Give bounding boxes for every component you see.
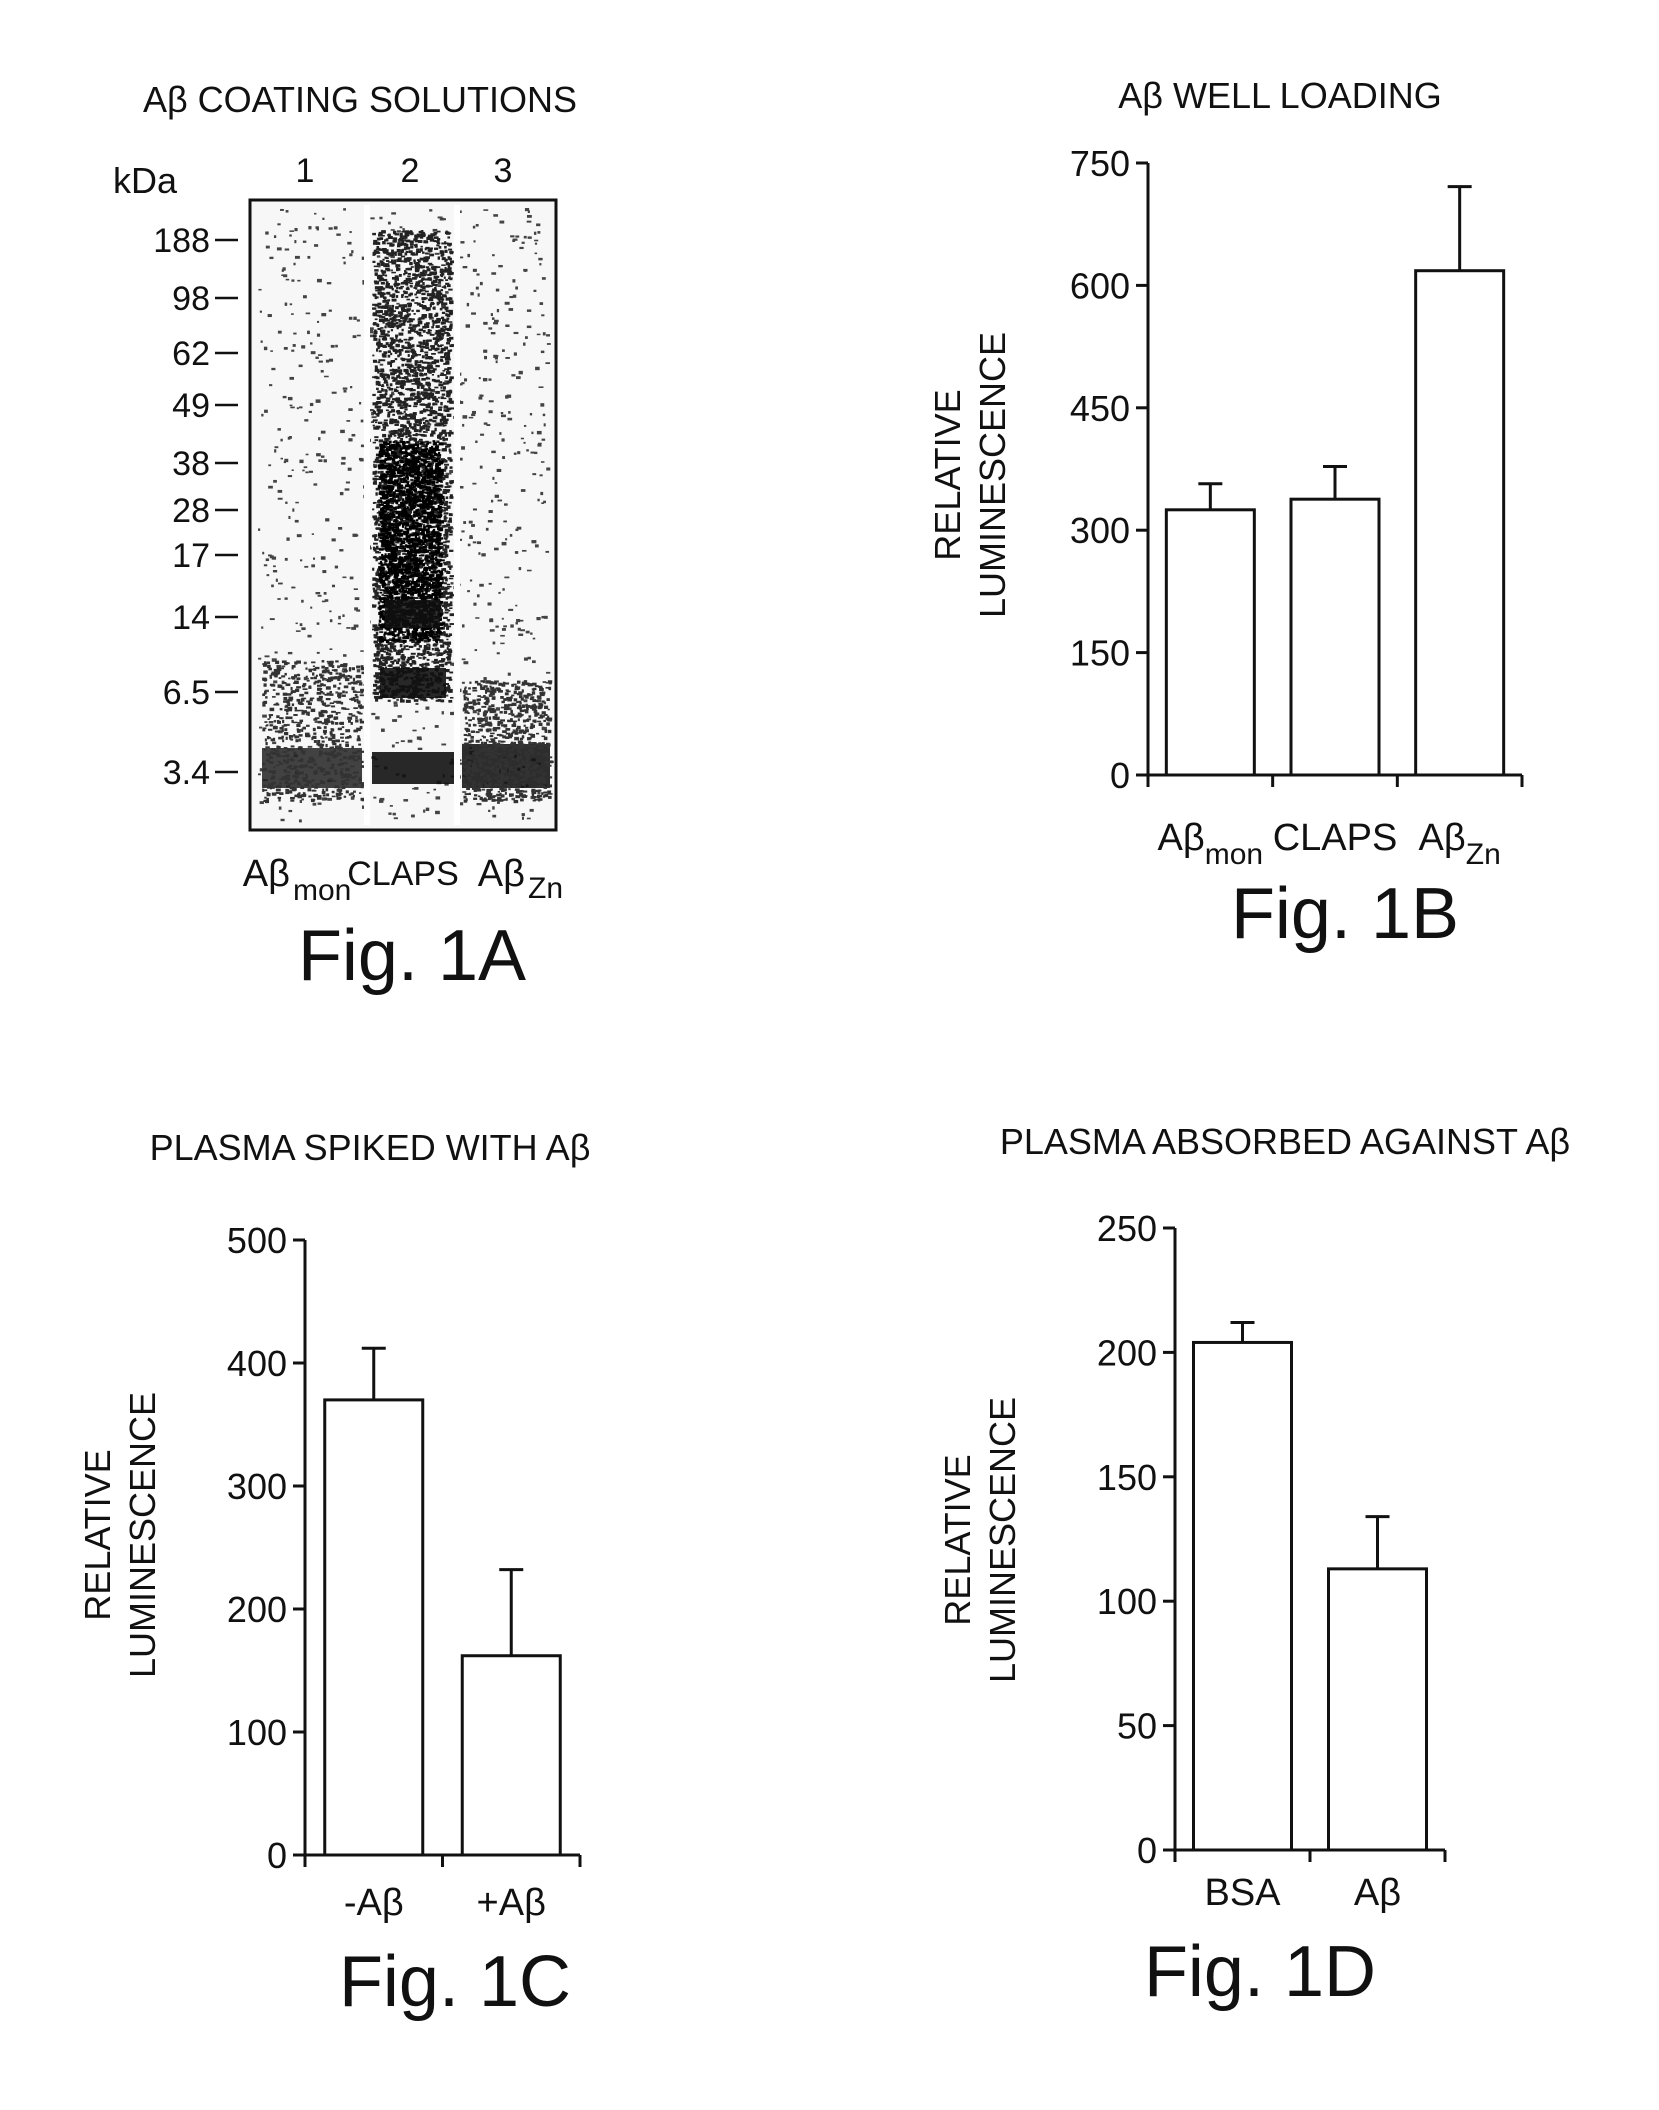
marker-label: 17 — [172, 537, 210, 575]
y-tick-label: 0 — [1137, 1830, 1157, 1871]
marker-label: 14 — [172, 599, 210, 637]
bar — [1416, 271, 1504, 775]
chart-title: Aβ WELL LOADING — [1118, 75, 1441, 116]
x-tick-label: +Aβ — [477, 1882, 546, 1924]
y-tick-label: 250 — [1097, 1208, 1157, 1249]
y-tick-label: 200 — [227, 1589, 287, 1630]
x-tick-label: -Aβ — [344, 1882, 404, 1924]
marker-label: 62 — [172, 335, 210, 373]
lane-number: 3 — [494, 152, 513, 190]
plot-area: 0 100 200 300 400 500 -Aβ +Aβ — [227, 1220, 580, 1924]
y-axis-label: RELATIVE — [927, 389, 968, 560]
marker-label: 188 — [153, 222, 210, 260]
plot-area: 0 50 100 150 200 250 BSA Aβ — [1097, 1208, 1445, 1914]
bar — [1166, 510, 1254, 775]
y-axis-label: RELATIVE — [77, 1449, 118, 1620]
y-tick-label: 0 — [267, 1835, 287, 1876]
bar — [1291, 499, 1379, 775]
lane-label-zn-sub: Zn — [528, 872, 563, 905]
y-tick-label: 300 — [1070, 510, 1130, 551]
x-tick-label: Aβmon — [1158, 817, 1264, 871]
y-axis-label: LUMINESCENCE — [982, 1397, 1023, 1683]
marker-label: 28 — [172, 492, 210, 530]
plot-area: 0 150 300 450 600 750 AβmonCLAPS AβZn — [1070, 143, 1522, 871]
chart-fig1b: Aβ WELL LOADING RELATIVE LUMINESCENCE 0 1… — [830, 0, 1659, 1050]
lane-label-zn: Aβ — [478, 853, 525, 895]
y-tick-label: 400 — [227, 1343, 287, 1384]
gel-panel: Aβ COATING SOLUTIONS kDa 1 2 3 188 98 62 49… — [0, 0, 830, 1050]
chart-fig1d: PLASMA ABSORBED AGAINST Aβ RELATIVE LUMI… — [830, 1050, 1659, 2110]
y-axis-label: RELATIVE — [937, 1454, 978, 1625]
lane-label-mon-sub: mon — [293, 874, 351, 907]
kda-label: kDa — [113, 160, 178, 201]
lane-number: 2 — [401, 152, 420, 190]
bar — [1194, 1342, 1292, 1850]
y-tick-label: 150 — [1070, 633, 1130, 674]
lane-number: 1 — [296, 152, 315, 190]
x-tick-label: BSA — [1204, 1872, 1281, 1914]
lane-label-mon: Aβ — [243, 853, 290, 895]
marker-label: 6.5 — [163, 674, 210, 712]
bar — [462, 1656, 560, 1855]
y-tick-label: 750 — [1070, 143, 1130, 184]
marker-label: 49 — [172, 387, 210, 425]
figure-label-1c: Fig. 1C — [339, 1942, 571, 2022]
chart-fig1c: PLASMA SPIKED WITH Aβ RELATIVE LUMINESCE… — [0, 1050, 830, 2110]
y-tick-label: 0 — [1110, 755, 1130, 796]
figure-label-1d: Fig. 1D — [1144, 1932, 1376, 2012]
figure-label-1a: Fig. 1A — [298, 916, 526, 996]
marker-label: 98 — [172, 280, 210, 318]
y-tick-label: 600 — [1070, 265, 1130, 306]
y-axis-label: LUMINESCENCE — [972, 332, 1013, 618]
x-tick-label: AβZn — [1419, 817, 1501, 871]
x-tick-label: CLAPS — [1273, 817, 1398, 859]
y-tick-label: 300 — [227, 1466, 287, 1507]
y-tick-label: 500 — [227, 1220, 287, 1261]
marker-label: 3.4 — [163, 754, 210, 792]
bar — [325, 1400, 423, 1855]
lane-label-claps: CLAPS — [347, 855, 459, 893]
y-tick-label: 100 — [1097, 1581, 1157, 1622]
y-tick-label: 100 — [227, 1712, 287, 1753]
chart-title: PLASMA ABSORBED AGAINST Aβ — [1000, 1121, 1570, 1162]
gel-image — [250, 200, 556, 830]
y-tick-label: 450 — [1070, 388, 1130, 429]
y-tick-label: 200 — [1097, 1332, 1157, 1373]
chart-title: PLASMA SPIKED WITH Aβ — [150, 1127, 591, 1168]
gel-title: Aβ COATING SOLUTIONS — [143, 79, 577, 120]
gel-markers: 188 98 62 49 38 28 17 14 6.5 3.4 — [153, 222, 238, 792]
y-tick-label: 150 — [1097, 1457, 1157, 1498]
marker-label: 38 — [172, 445, 210, 483]
y-tick-label: 50 — [1117, 1706, 1157, 1747]
x-tick-label: Aβ — [1354, 1872, 1401, 1914]
bar — [1329, 1569, 1427, 1850]
figure-label-1b: Fig. 1B — [1231, 874, 1459, 954]
y-axis-label: LUMINESCENCE — [122, 1392, 163, 1678]
